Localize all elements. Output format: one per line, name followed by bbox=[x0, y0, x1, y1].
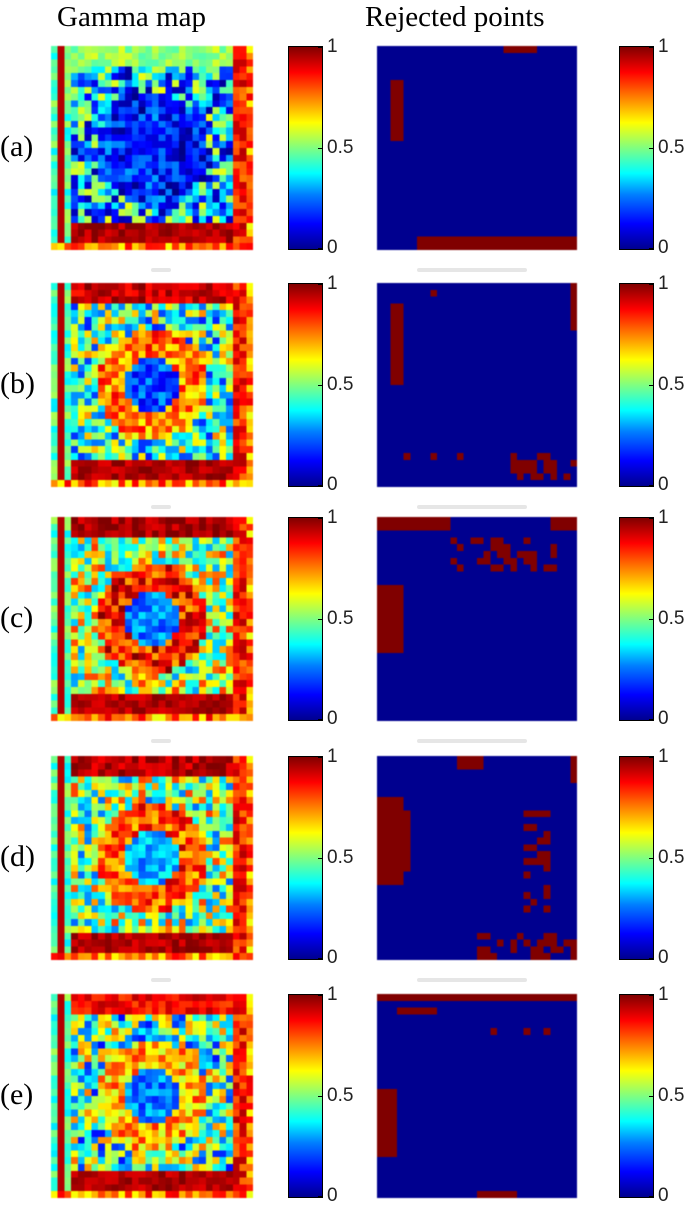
colorbar-tick-mark bbox=[649, 995, 653, 996]
faded-caption-remnant bbox=[151, 739, 171, 743]
colorbar-tick-mark bbox=[649, 248, 653, 249]
colorbar-tick-mark bbox=[649, 47, 653, 48]
gamma-heatmap bbox=[51, 46, 253, 250]
colorbar-tick-mark bbox=[649, 757, 653, 758]
colorbar-tick-label: 0 bbox=[327, 474, 338, 495]
colorbar-tick-label: 0 bbox=[327, 237, 338, 258]
colorbar-tick-label: 0 bbox=[327, 1185, 338, 1206]
colorbar-tick-label: 0 bbox=[658, 708, 669, 729]
gamma-colorbar bbox=[288, 283, 323, 487]
rejected-points-heatmap bbox=[377, 283, 577, 487]
rejected-colorbar bbox=[619, 994, 654, 1198]
row-label: (d) bbox=[0, 840, 35, 873]
row-label: (e) bbox=[0, 1078, 34, 1111]
colorbar-tick-label: 0 bbox=[658, 1185, 669, 1206]
rejected-colorbar bbox=[619, 46, 654, 250]
colorbar-tick-mark bbox=[649, 619, 653, 620]
colorbar-tick-label: 0.5 bbox=[327, 608, 354, 629]
colorbar-tick-mark bbox=[649, 858, 653, 859]
gamma-heatmap bbox=[51, 994, 253, 1198]
faded-caption-remnant bbox=[417, 978, 527, 982]
colorbar-tick-mark bbox=[649, 518, 653, 519]
faded-caption-remnant bbox=[417, 505, 527, 509]
colorbar-tick-mark bbox=[649, 485, 653, 486]
colorbar-tick-label: 0.5 bbox=[327, 1085, 354, 1106]
row-label: (c) bbox=[0, 601, 34, 634]
gamma-heatmap bbox=[51, 756, 253, 960]
colorbar-tick-mark bbox=[649, 385, 653, 386]
colorbar-tick-label: 1 bbox=[327, 273, 338, 294]
rejected-points-header: Rejected points bbox=[365, 1, 545, 33]
rejected-colorbar bbox=[619, 283, 654, 487]
faded-caption-remnant bbox=[417, 739, 527, 743]
colorbar-tick-mark bbox=[318, 1196, 322, 1197]
colorbar-tick-mark bbox=[649, 148, 653, 149]
colorbar-tick-label: 1 bbox=[327, 984, 338, 1005]
rejected-colorbar bbox=[619, 756, 654, 960]
colorbar-tick-mark bbox=[318, 619, 322, 620]
colorbar-tick-label: 1 bbox=[327, 746, 338, 767]
colorbar-tick-mark bbox=[649, 958, 653, 959]
colorbar-tick-label: 1 bbox=[327, 36, 338, 57]
colorbar-tick-mark bbox=[318, 995, 322, 996]
faded-caption-remnant bbox=[151, 978, 171, 982]
gamma-colorbar bbox=[288, 517, 323, 721]
colorbar-tick-label: 1 bbox=[658, 36, 669, 57]
colorbar-tick-label: 0 bbox=[327, 947, 338, 968]
colorbar-tick-mark bbox=[649, 284, 653, 285]
gamma-colorbar bbox=[288, 46, 323, 250]
rejected-colorbar bbox=[619, 517, 654, 721]
gamma-colorbar bbox=[288, 756, 323, 960]
colorbar-tick-mark bbox=[318, 248, 322, 249]
colorbar-tick-mark bbox=[649, 1096, 653, 1097]
colorbar-tick-mark bbox=[318, 485, 322, 486]
colorbar-tick-label: 1 bbox=[327, 507, 338, 528]
colorbar-tick-label: 1 bbox=[658, 746, 669, 767]
colorbar-tick-mark bbox=[318, 858, 322, 859]
colorbar-tick-mark bbox=[318, 518, 322, 519]
rejected-points-heatmap bbox=[377, 46, 577, 250]
colorbar-tick-mark bbox=[318, 47, 322, 48]
colorbar-tick-label: 0.5 bbox=[658, 137, 685, 158]
colorbar-tick-label: 0.5 bbox=[658, 374, 685, 395]
colorbar-tick-mark bbox=[318, 148, 322, 149]
colorbar-tick-mark bbox=[649, 719, 653, 720]
rejected-points-heatmap bbox=[377, 756, 577, 960]
gamma-map-header: Gamma map bbox=[57, 1, 206, 33]
colorbar-tick-mark bbox=[318, 385, 322, 386]
faded-caption-remnant bbox=[151, 268, 171, 272]
rejected-points-heatmap bbox=[377, 994, 577, 1198]
row-label: (a) bbox=[0, 130, 34, 163]
colorbar-tick-mark bbox=[318, 757, 322, 758]
colorbar-tick-label: 0.5 bbox=[658, 1085, 685, 1106]
colorbar-tick-mark bbox=[318, 284, 322, 285]
row-label: (b) bbox=[0, 367, 35, 400]
colorbar-tick-mark bbox=[318, 1096, 322, 1097]
colorbar-tick-label: 0 bbox=[658, 947, 669, 968]
colorbar-tick-label: 0.5 bbox=[658, 608, 685, 629]
colorbar-tick-label: 1 bbox=[658, 984, 669, 1005]
gamma-heatmap bbox=[51, 283, 253, 487]
faded-caption-remnant bbox=[417, 268, 527, 272]
gamma-colorbar bbox=[288, 994, 323, 1198]
colorbar-tick-mark bbox=[318, 719, 322, 720]
gamma-heatmap bbox=[51, 517, 253, 721]
colorbar-tick-label: 1 bbox=[658, 273, 669, 294]
colorbar-tick-label: 0 bbox=[658, 237, 669, 258]
colorbar-tick-mark bbox=[649, 1196, 653, 1197]
colorbar-tick-label: 0.5 bbox=[658, 847, 685, 868]
colorbar-tick-label: 0 bbox=[658, 474, 669, 495]
rejected-points-heatmap bbox=[377, 517, 577, 721]
colorbar-tick-label: 0.5 bbox=[327, 374, 354, 395]
colorbar-tick-label: 0.5 bbox=[327, 847, 354, 868]
faded-caption-remnant bbox=[151, 505, 171, 509]
colorbar-tick-label: 0 bbox=[327, 708, 338, 729]
colorbar-tick-mark bbox=[318, 958, 322, 959]
colorbar-tick-label: 0.5 bbox=[327, 137, 354, 158]
colorbar-tick-label: 1 bbox=[658, 507, 669, 528]
